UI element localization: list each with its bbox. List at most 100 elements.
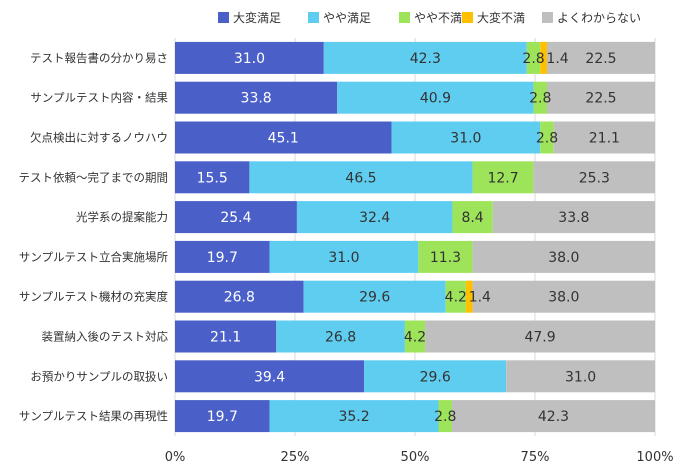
- data-label: 2.8: [529, 91, 551, 107]
- legend-swatch: [542, 12, 553, 23]
- legend-swatch: [218, 12, 229, 23]
- data-label: 19.7: [207, 409, 238, 425]
- category-label: サンプルテスト機材の充実度: [19, 290, 169, 304]
- bar-segment: [391, 121, 541, 154]
- legend-label: 大変不満: [477, 10, 525, 25]
- data-label: 47.9: [524, 330, 555, 346]
- bar-segment: [269, 400, 439, 433]
- category-label: サンプルテスト立合実施場所: [19, 250, 169, 264]
- bar-segment: [364, 360, 507, 393]
- bar-segment: [418, 240, 473, 273]
- data-label: 19.7: [207, 250, 238, 266]
- legend-swatch: [308, 12, 319, 23]
- bar-segment: [506, 360, 655, 393]
- bar-segment: [547, 41, 655, 74]
- bar-segment: [175, 161, 250, 194]
- bar-segment: [404, 320, 426, 353]
- x-tick-label: 50%: [401, 450, 430, 465]
- data-label: 26.8: [325, 330, 356, 346]
- data-label: 2.8: [434, 409, 456, 425]
- data-label: 33.8: [241, 91, 272, 107]
- category-label: 装置納入後のテスト対応: [42, 330, 169, 344]
- data-label: 4.2: [404, 330, 426, 346]
- data-label: 2.8: [522, 51, 544, 67]
- data-label: 1.4: [546, 51, 568, 67]
- bar-segment: [492, 201, 655, 234]
- bar-segment: [452, 201, 493, 234]
- bar-segment: [465, 280, 473, 313]
- bar-segment: [175, 41, 324, 74]
- legend-label: やや不満: [414, 11, 462, 25]
- legend-label: よくわからない: [557, 11, 641, 25]
- data-label: 39.4: [254, 369, 285, 385]
- bar-segment: [296, 201, 453, 234]
- bar-segment: [175, 121, 392, 154]
- data-label: 29.6: [359, 290, 390, 306]
- bar-segment: [175, 400, 270, 433]
- legend-swatch: [462, 12, 473, 23]
- data-label: 31.0: [450, 131, 481, 147]
- bar-segment: [323, 41, 527, 74]
- bar-segment: [472, 161, 534, 194]
- data-label: 25.3: [579, 170, 610, 186]
- data-label: 33.8: [558, 210, 589, 226]
- data-label: 46.5: [345, 170, 376, 186]
- bar-segment: [249, 161, 473, 194]
- bar-segment: [472, 280, 655, 313]
- legend-label: やや満足: [323, 11, 371, 25]
- bar-segment: [533, 161, 655, 194]
- bars: 31.0 42.3 2.8 1.4 22.533.8 40.9 2.8 22.545.1 31.…: [175, 41, 655, 433]
- bar-segment: [175, 280, 304, 313]
- legend-label: 大変満足: [233, 10, 281, 25]
- data-label: 22.5: [585, 51, 616, 67]
- data-label: 31.0: [234, 51, 265, 67]
- bar-segment: [451, 400, 655, 433]
- data-label: 8.4: [461, 210, 483, 226]
- x-tick-label: 100%: [636, 450, 673, 465]
- data-label: 29.6: [420, 369, 451, 385]
- x-tick-label: 75%: [521, 450, 550, 465]
- bar-segment: [337, 81, 534, 114]
- category-label: 欠点検出に対するノウハウ: [30, 131, 168, 145]
- bar-segment: [445, 280, 466, 313]
- category-labels: テスト報告書の分かり易さサンプルテスト内容・結果欠点検出に対するノウハウテスト依…: [19, 51, 169, 423]
- bar-segment: [533, 81, 547, 114]
- bar-segment: [472, 240, 655, 273]
- category-label: サンプルテスト内容・結果: [30, 91, 168, 105]
- category-label: お預かりサンプルの取扱い: [30, 369, 168, 383]
- bar-segment: [175, 320, 277, 353]
- bar-segment: [269, 240, 419, 273]
- x-axis-ticks: 0% 25% 50% 75% 100%: [165, 450, 674, 465]
- data-label: 42.3: [538, 409, 569, 425]
- data-label: 12.7: [487, 170, 518, 186]
- bar-segment: [303, 280, 446, 313]
- bar-segment: [553, 121, 655, 154]
- x-tick-label: 0%: [165, 450, 186, 465]
- data-label: 40.9: [420, 91, 451, 107]
- category-label: 光学系の提案能力: [76, 210, 168, 224]
- data-label: 26.8: [224, 290, 255, 306]
- data-label: 1.4: [469, 290, 491, 306]
- data-label: 22.5: [585, 91, 616, 107]
- data-label: 32.4: [359, 210, 390, 226]
- data-label: 45.1: [268, 131, 299, 147]
- category-label: サンプルテスト結果の再現性: [19, 409, 168, 423]
- data-label: 4.2: [445, 290, 467, 306]
- data-label: 11.3: [430, 250, 461, 266]
- bar-segment: [526, 41, 541, 74]
- bar-segment: [547, 81, 655, 114]
- x-tick-label: 25%: [281, 450, 310, 465]
- data-label: 42.3: [410, 51, 441, 67]
- data-label: 38.0: [548, 290, 579, 306]
- legend-swatch: [399, 12, 410, 23]
- data-label: 31.0: [328, 250, 359, 266]
- data-label: 15.5: [197, 170, 228, 186]
- bar-segment: [540, 121, 554, 154]
- category-label: テスト依頼～完了までの期間: [19, 170, 169, 184]
- data-label: 35.2: [338, 409, 369, 425]
- data-label: 21.1: [210, 330, 241, 346]
- data-label: 2.8: [536, 131, 558, 147]
- bar-segment: [175, 81, 338, 114]
- bar-segment: [276, 320, 405, 353]
